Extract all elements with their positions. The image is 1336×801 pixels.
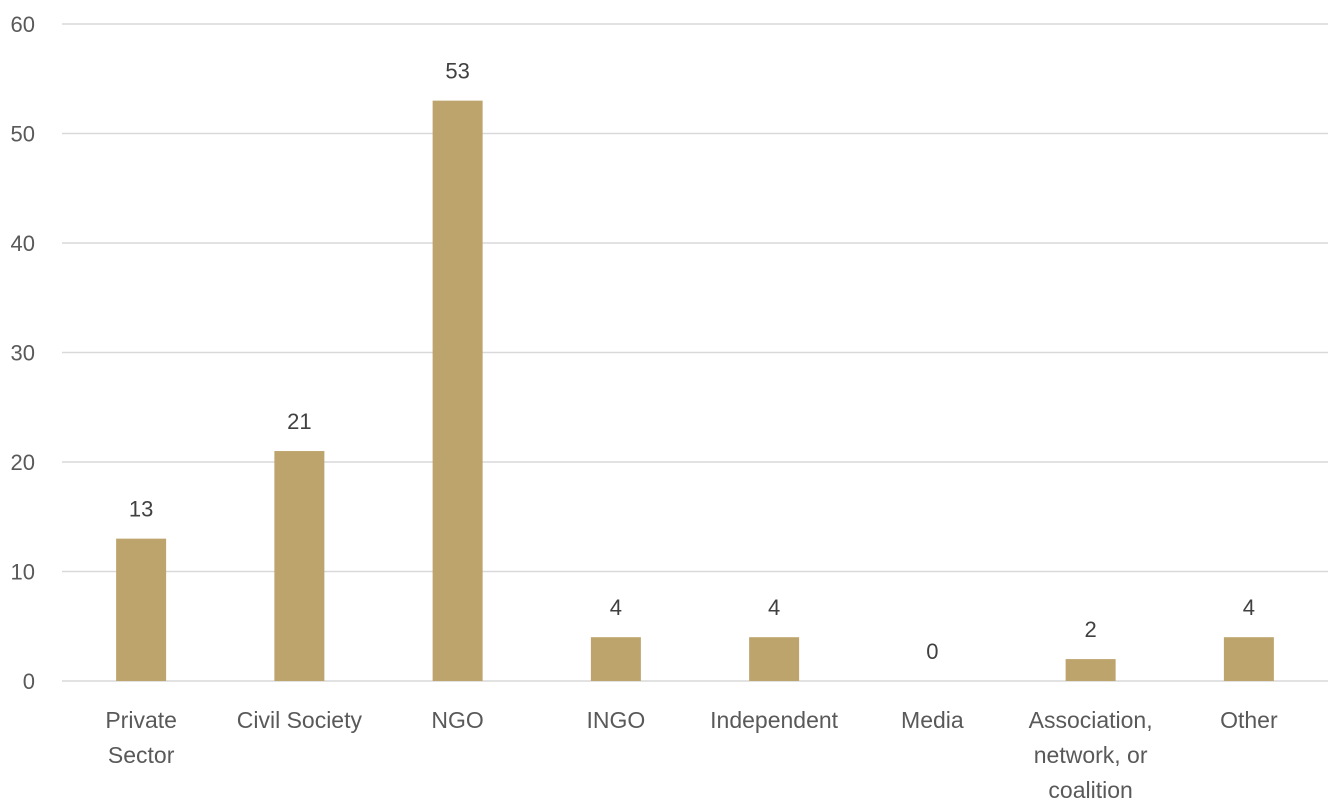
data-labels: 13 21 53 4 4 0 2 4: [129, 59, 1255, 664]
category-label-line: Other: [1220, 707, 1278, 733]
category-label-line: coalition: [1048, 777, 1132, 801]
y-tick-label: 60: [11, 12, 35, 37]
data-label: 53: [445, 59, 469, 84]
category-label: Civil Society: [237, 707, 363, 733]
category-label-line: network, or: [1034, 742, 1148, 768]
y-tick-label: 20: [11, 450, 35, 475]
data-label: 4: [768, 595, 780, 620]
category-label: Media: [901, 707, 964, 733]
category-label-line: Civil Society: [237, 707, 363, 733]
category-label: Private Sector: [105, 707, 177, 768]
y-tick-label: 50: [11, 122, 35, 147]
y-tick-label: 0: [23, 669, 35, 694]
category-label: Independent: [710, 707, 839, 733]
category-label: INGO: [586, 707, 645, 733]
data-label: 4: [1243, 595, 1255, 620]
category-label-line: Association,: [1029, 707, 1153, 733]
category-label: NGO: [431, 707, 483, 733]
bar: [274, 451, 325, 681]
category-label-line: Independent: [710, 707, 839, 733]
data-label: 4: [610, 595, 622, 620]
data-label: 13: [129, 497, 153, 522]
data-label: 21: [287, 409, 311, 434]
bars: [116, 100, 1274, 681]
bar: [432, 100, 483, 681]
category-label-line: Private: [105, 707, 177, 733]
bar: [749, 637, 800, 681]
y-tick-label: 10: [11, 560, 35, 585]
category-label-line: NGO: [431, 707, 483, 733]
data-label: 0: [926, 639, 938, 664]
gridlines: [62, 23, 1328, 682]
category-label: Association, network, or coalition: [1029, 707, 1153, 801]
category-label-line: Media: [901, 707, 964, 733]
category-label-line: Sector: [108, 742, 175, 768]
x-axis-category-labels: Private Sector Civil Society NGO INGO Indepen…: [105, 707, 1278, 801]
bar: [590, 637, 641, 681]
y-axis-tick-labels: 0 10 20 30 40 50 60: [11, 12, 35, 694]
bar: [116, 538, 167, 681]
y-tick-label: 30: [11, 341, 35, 366]
category-label: Other: [1220, 707, 1278, 733]
bar: [1223, 637, 1274, 681]
data-label: 2: [1085, 617, 1097, 642]
y-tick-label: 40: [11, 231, 35, 256]
category-label-line: INGO: [586, 707, 645, 733]
bar: [1065, 659, 1116, 681]
